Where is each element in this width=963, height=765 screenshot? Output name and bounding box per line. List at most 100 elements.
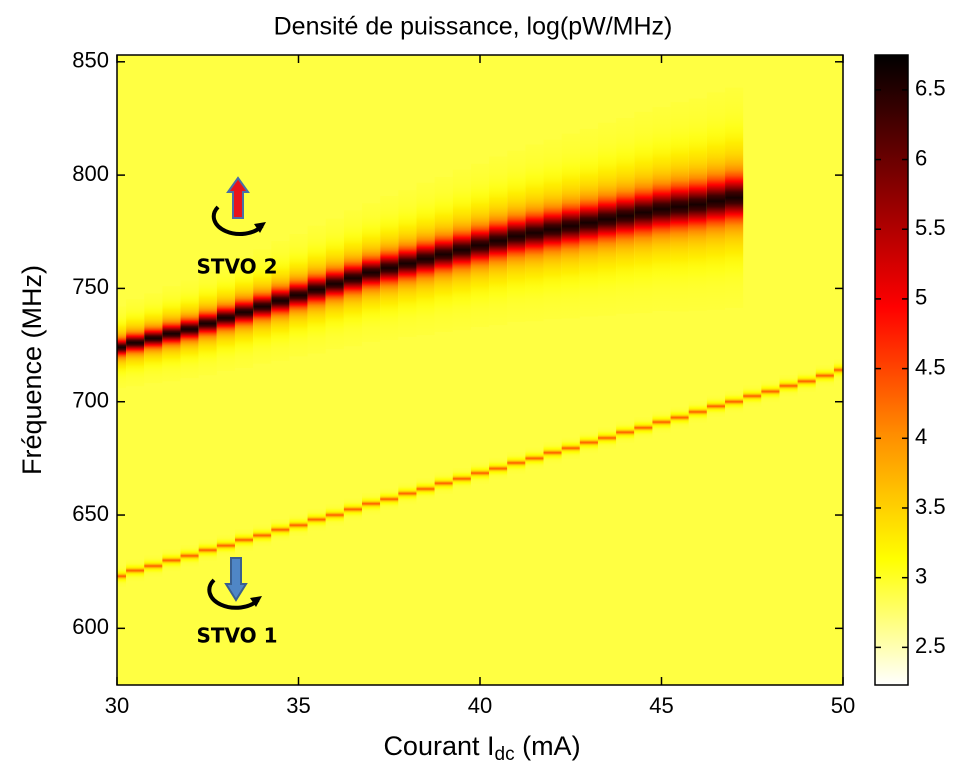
axes: 30 35 40 45 50 600 650 700 750 800 850 2.5 3 3.5 4 4.5 5… — [72, 48, 945, 718]
spectral-line-cell — [198, 539, 217, 562]
spectral-line-cell — [725, 390, 744, 413]
x-label-main: Courant I — [383, 731, 494, 761]
y-tick-label: 650 — [72, 501, 109, 526]
spectral-line-cell — [579, 128, 598, 317]
spin-icon-head — [250, 596, 262, 607]
x-label-unit: (mA) — [515, 731, 581, 761]
x-tick-label: 40 — [468, 693, 492, 718]
spectral-line-cell — [561, 437, 580, 460]
annotations: STVO 2 STVO 1 — [196, 176, 278, 648]
spectral-line-cell — [234, 256, 254, 368]
spectral-line-cell — [779, 374, 798, 397]
spectral-line-cell — [307, 225, 326, 354]
colorbar-tick-label: 6.5 — [915, 76, 946, 101]
spectral-line-cell — [833, 359, 843, 381]
spin-down-arrow — [224, 557, 248, 602]
spectral-line-cell — [597, 427, 617, 449]
colorbar-tick-label: 2.5 — [915, 633, 946, 658]
spectral-line-cell — [543, 139, 562, 320]
spectral-line-cell — [126, 559, 145, 582]
spectral-line-cell — [398, 482, 417, 505]
spectral-line-cell — [126, 299, 145, 387]
spectral-line-cell — [507, 150, 526, 322]
spectral-line-cell — [489, 457, 508, 480]
spectral-line-cell — [343, 498, 363, 521]
spectral-line-cell — [470, 462, 490, 484]
spectral-line-cell — [380, 195, 399, 341]
spectral-line-cell — [144, 555, 163, 577]
spectral-line-cell — [561, 133, 580, 319]
spectral-line-cell — [579, 431, 598, 454]
spectral-line-cell — [634, 111, 653, 314]
spectral-line-cell — [688, 98, 707, 311]
spectral-line-cell — [597, 122, 617, 316]
spin-icon — [211, 205, 264, 236]
spectral-line-cell — [117, 306, 127, 389]
x-axis-label: Courant Idc (mA) — [383, 731, 580, 765]
spectral-line-cell — [416, 478, 435, 500]
spectral-line-cell — [180, 544, 199, 567]
spectral-line-cell — [652, 107, 671, 312]
y-tick-label: 600 — [72, 614, 109, 639]
spectral-line-cell — [253, 524, 272, 547]
spin-icon — [207, 578, 260, 610]
spectral-line-cell — [307, 508, 326, 531]
spectral-line-cell — [325, 218, 344, 350]
spectral-line-cell — [362, 203, 381, 342]
spectral-line-cell — [343, 210, 363, 347]
y-tick-label: 750 — [72, 274, 109, 299]
spectral-line-cell — [416, 182, 435, 336]
colorbar-tick-label: 3.5 — [915, 494, 946, 519]
spectral-line-cell — [670, 102, 689, 312]
spectral-line-cell — [452, 169, 471, 331]
spectral-line-cell — [234, 529, 254, 551]
spectral-line-cell — [198, 271, 217, 376]
spin-up-arrow — [226, 176, 250, 219]
spectral-line-cell — [616, 421, 635, 444]
spectral-line-cell — [489, 156, 508, 326]
spectral-line-cell — [452, 467, 471, 490]
colorbar-tick-label: 5 — [915, 285, 927, 310]
spectral-line-cell — [362, 492, 381, 515]
spin-icon-head — [254, 222, 266, 233]
spectral-line-cell — [507, 452, 526, 474]
colorbar-tick-label: 4 — [915, 424, 927, 449]
colorbar — [874, 54, 909, 686]
y-tick-label: 850 — [72, 48, 109, 73]
spectral-line-cell — [216, 534, 235, 557]
stvo2-label: STVO 2 — [196, 255, 277, 279]
x-tick-label: 30 — [105, 693, 129, 718]
spectral-line-cell — [253, 249, 272, 364]
heatmap — [117, 55, 843, 685]
spectral-line-cell — [289, 234, 308, 357]
spectral-line-cell — [725, 87, 744, 308]
spectral-line-cell — [180, 280, 199, 379]
spectral-line-cell — [543, 441, 562, 464]
spectral-line-cell — [470, 163, 490, 327]
y-axis-label: Fréquence (MHz) — [17, 265, 47, 475]
colorbar-tick-label: 5.5 — [915, 215, 946, 240]
chart-title: Densité de puissance, log(pW/MHz) — [274, 13, 673, 41]
spectral-line-cell — [144, 293, 163, 384]
colorbar-tick-label: 4.5 — [915, 354, 946, 379]
spectral-line-cell — [216, 264, 235, 371]
spectral-line-cell — [398, 190, 417, 337]
x-tick-label: 35 — [286, 693, 310, 718]
stvo1-label: STVO 1 — [196, 624, 277, 648]
colorbar-tick-label: 3 — [915, 563, 927, 588]
x-tick-label: 50 — [831, 693, 855, 718]
spectral-line-cell — [325, 504, 344, 526]
spectral-line-cell — [743, 385, 762, 407]
y-tick-label: 700 — [72, 388, 109, 413]
spectral-line-cell — [652, 411, 671, 433]
colorbar-tick-label: 6 — [915, 145, 927, 170]
y-tick-label: 800 — [72, 161, 109, 186]
spectral-line-cell — [761, 380, 780, 403]
spectral-line-cell — [797, 370, 816, 393]
spectral-line-cell — [670, 406, 689, 429]
spectral-line-cell — [434, 176, 453, 332]
spectral-line-cell — [688, 401, 707, 423]
spectral-line-cell — [706, 395, 726, 418]
spectral-line-cell — [706, 92, 726, 310]
